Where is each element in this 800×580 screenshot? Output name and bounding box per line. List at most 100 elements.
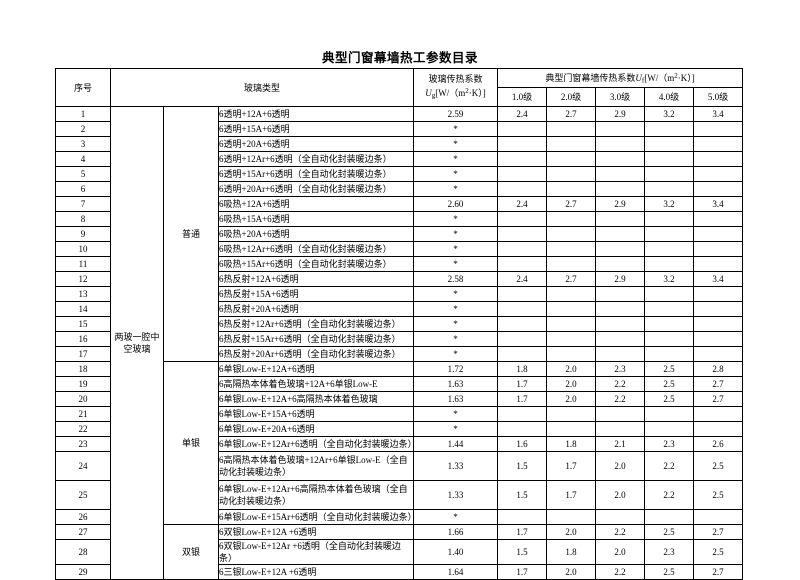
- ug-value-cell: *: [413, 346, 499, 362]
- heat-parameter-table-wrapper: 序号 玻璃类型 玻璃传热系数 Ug[W/（m2·K）] 典型门窗幕墙传热系数Uf…: [55, 68, 744, 580]
- uf-value-cell-grade-1: 2.4: [497, 271, 548, 287]
- uf-value-cell-grade-5: 2.7: [693, 524, 744, 540]
- category-sub-shuangyin: 双银: [163, 524, 219, 580]
- uf-value-cell-grade-1: 1.7: [497, 524, 548, 540]
- category-sub-putong: 普通: [163, 106, 219, 362]
- uf-value-cell-grade-3: 2.9: [595, 106, 646, 122]
- uf-value-cell-grade-4: 2.2: [644, 451, 695, 481]
- ug-value-cell: 1.63: [413, 376, 499, 392]
- uf-value-cell-grade-1: [497, 256, 548, 272]
- uf-value-cell-grade-1: [497, 406, 548, 422]
- row-index: 29: [55, 564, 111, 580]
- uf-value-cell-grade-3: [595, 121, 646, 137]
- ug-value-cell: 1.64: [413, 564, 499, 580]
- uf-value-cell-grade-3: [595, 136, 646, 152]
- uf-value-cell-grade-5: 2.5: [693, 480, 744, 510]
- uf-value-cell-grade-2: [546, 241, 597, 257]
- table-row: 21 6单银Low-E+15A+6透明 *: [55, 406, 744, 422]
- uf-value-cell-grade-5: [693, 331, 744, 347]
- uf-value-cell-grade-5: [693, 346, 744, 362]
- uf-value-cell-grade-4: [644, 136, 695, 152]
- ug-value-cell: *: [413, 286, 499, 302]
- uf-value-cell-grade-4: 3.2: [644, 196, 695, 212]
- uf-value-cell-grade-5: [693, 121, 744, 137]
- row-index: 9: [55, 226, 111, 242]
- uf-value-cell-grade-3: [595, 181, 646, 197]
- uf-value-cell-grade-2: [546, 226, 597, 242]
- uf-value-cell-grade-4: [644, 406, 695, 422]
- glass-type-cell: 6单银Low-E+12Ar+6高隔热本体着色玻璃（全自动化封装暖边条）: [217, 480, 415, 510]
- glass-type-cell: 6单银Low-E+20A+6透明: [217, 421, 415, 437]
- uf-value-cell-grade-2: [546, 136, 597, 152]
- uf-value-cell-grade-2: [546, 211, 597, 227]
- uf-value-cell-grade-2: 2.7: [546, 196, 597, 212]
- document-page: 典型门窗幕墙热工参数目录 序号 玻璃类型 玻璃传热系数 Ug[W/（m2·K）]…: [55, 51, 744, 580]
- uf-value-cell-grade-5: [693, 286, 744, 302]
- uf-value-cell-grade-2: [546, 166, 597, 182]
- uf-value-cell-grade-2: 2.7: [546, 271, 597, 287]
- uf-value-cell-grade-4: 2.5: [644, 524, 695, 540]
- table-row: 22 6单银Low-E+20A+6透明 *: [55, 421, 744, 437]
- header-uf-unit: [W/（m: [644, 72, 675, 83]
- uf-value-cell-grade-2: 1.8: [546, 436, 597, 452]
- table-row: 12 6热反射+12A+6透明 2.58 2.4 2.7 2.9 3.2 3.4: [55, 271, 744, 287]
- glass-type-cell: 6吸热+15A+6透明: [217, 211, 415, 227]
- header-uf-unit-sup: 2: [674, 71, 678, 80]
- row-index: 24: [55, 451, 111, 481]
- uf-value-cell-grade-4: [644, 421, 695, 437]
- header-row-top: 序号 玻璃类型 玻璃传热系数 Ug[W/（m2·K）] 典型门窗幕墙传热系数Uf…: [55, 68, 744, 107]
- row-index: 28: [55, 539, 111, 565]
- glass-type-cell: 6透明+12Ar+6透明（全自动化封装暖边条）: [217, 151, 415, 167]
- uf-value-cell-grade-1: [497, 316, 548, 332]
- uf-value-cell-grade-3: 2.9: [595, 271, 646, 287]
- glass-type-cell: 6三银Low-E+12A +6透明: [217, 564, 415, 580]
- row-index: 13: [55, 286, 111, 302]
- row-index: 2: [55, 121, 111, 137]
- header-grade-4: 4.0级: [644, 87, 695, 107]
- uf-value-cell-grade-1: [497, 121, 548, 137]
- row-index: 20: [55, 391, 111, 407]
- uf-value-cell-grade-4: 3.2: [644, 271, 695, 287]
- row-index: 25: [55, 480, 111, 510]
- uf-value-cell-grade-3: [595, 166, 646, 182]
- row-index: 3: [55, 136, 111, 152]
- header-ug-unit: [W/（m: [435, 88, 466, 99]
- uf-value-cell-grade-5: 2.7: [693, 564, 744, 580]
- ug-value-cell: *: [413, 211, 499, 227]
- header-grade-2: 2.0级: [546, 87, 597, 107]
- uf-value-cell-grade-3: 2.1: [595, 436, 646, 452]
- uf-value-cell-grade-2: 2.0: [546, 391, 597, 407]
- ug-value-cell: 1.63: [413, 391, 499, 407]
- ug-value-cell: 1.33: [413, 480, 499, 510]
- glass-type-cell: 6单银Low-E+15A+6透明: [217, 406, 415, 422]
- uf-value-cell-grade-1: 2.4: [497, 106, 548, 122]
- uf-value-cell-grade-1: [497, 421, 548, 437]
- row-index: 18: [55, 361, 111, 377]
- glass-type-cell: 6热反射+12Ar+6透明（全自动化封装暖边条）: [217, 316, 415, 332]
- uf-value-cell-grade-4: [644, 256, 695, 272]
- uf-value-cell-grade-5: [693, 301, 744, 317]
- uf-value-cell-grade-3: [595, 316, 646, 332]
- category-main: 两玻一腔中空玻璃: [110, 106, 164, 580]
- table-row: 14 6热反射+20A+6透明 *: [55, 301, 744, 317]
- uf-value-cell-grade-3: 2.0: [595, 539, 646, 565]
- uf-value-cell-grade-2: [546, 509, 597, 525]
- page-title: 典型门窗幕墙热工参数目录: [321, 51, 478, 65]
- table-row: 20 6单银Low-E+12A+6高隔热本体着色玻璃 1.63 1.7 2.0 2.2 2.…: [55, 391, 744, 407]
- glass-type-cell: 6热反射+15Ar+6透明（全自动化封装暖边条）: [217, 331, 415, 347]
- header-ug-symbol: U: [425, 88, 432, 99]
- uf-value-cell-grade-5: [693, 241, 744, 257]
- uf-value-cell-grade-1: 1.6: [497, 436, 548, 452]
- ug-value-cell: *: [413, 331, 499, 347]
- uf-value-cell-grade-2: 1.7: [546, 480, 597, 510]
- uf-value-cell-grade-3: [595, 301, 646, 317]
- uf-value-cell-grade-1: 1.5: [497, 539, 548, 565]
- uf-value-cell-grade-1: [497, 181, 548, 197]
- uf-value-cell-grade-3: [595, 421, 646, 437]
- ug-value-cell: *: [413, 406, 499, 422]
- uf-value-cell-grade-4: [644, 346, 695, 362]
- header-row-grades: 1.0级 2.0级 3.0级 4.0级 5.0级: [56, 87, 744, 107]
- row-index: 7: [55, 196, 111, 212]
- uf-value-cell-grade-2: 2.0: [546, 524, 597, 540]
- uf-value-cell-grade-3: 2.2: [595, 376, 646, 392]
